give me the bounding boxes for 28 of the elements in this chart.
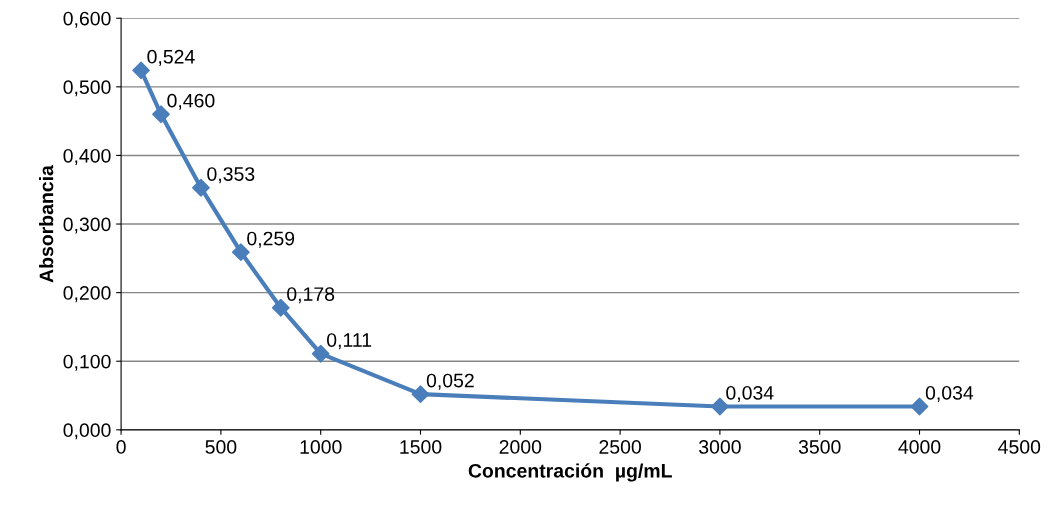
x-tick-label: 2500 bbox=[599, 440, 641, 454]
data-label: 0,034 bbox=[925, 385, 974, 403]
x-tick-label: 1000 bbox=[300, 440, 342, 454]
x-tick-label: 2000 bbox=[499, 440, 542, 454]
data-label: 0,034 bbox=[726, 385, 774, 403]
data-label: 0,111 bbox=[327, 333, 372, 350]
x-tick-label: 3000 bbox=[699, 440, 741, 454]
y-tick-label: 0,600 bbox=[63, 11, 111, 28]
y-tick-label: 0,400 bbox=[63, 148, 111, 165]
x-tick-label: 4000 bbox=[898, 440, 941, 454]
data-label: 0,178 bbox=[287, 287, 335, 304]
y-tick-label: 0,100 bbox=[63, 354, 111, 371]
x-tick-label: 3500 bbox=[798, 440, 841, 454]
data-label: 0,259 bbox=[247, 231, 295, 248]
y-tick-label: 0,200 bbox=[63, 286, 111, 303]
x-tick-label: 4500 bbox=[998, 440, 1041, 454]
y-tick-label: 0,500 bbox=[63, 80, 111, 97]
x-tick-label: 500 bbox=[205, 440, 237, 454]
data-label: 0,052 bbox=[426, 373, 474, 390]
data-label: 0,524 bbox=[147, 49, 195, 66]
x-tick-label: 0 bbox=[116, 440, 126, 454]
data-label: 0,460 bbox=[167, 93, 215, 110]
y-tick-label: 0,300 bbox=[63, 217, 111, 234]
data-label: 0,353 bbox=[207, 167, 255, 184]
x-axis-title: Concentración µg/mL bbox=[468, 463, 672, 482]
y-axis-title: Absorbancia bbox=[39, 165, 54, 283]
y-tick-label: 0,000 bbox=[63, 423, 111, 440]
x-tick-label: 1500 bbox=[400, 440, 442, 454]
